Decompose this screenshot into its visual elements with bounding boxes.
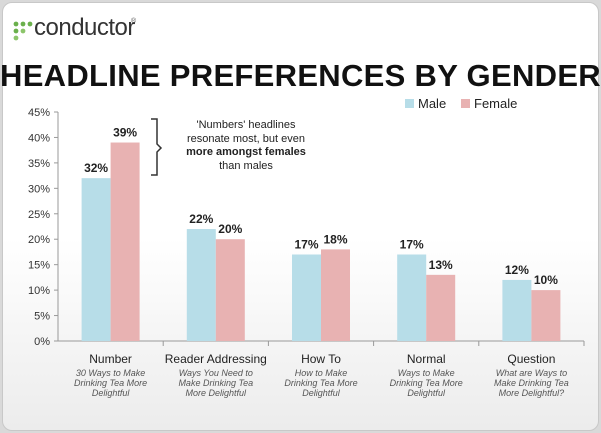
bar-male xyxy=(186,229,216,341)
legend-swatch-male xyxy=(405,99,414,108)
legend-item-female: Female xyxy=(461,96,517,111)
category-example-line: Delightful xyxy=(92,388,131,398)
data-label: 39% xyxy=(113,126,137,140)
category-example-line: Make Drinking Tea xyxy=(494,378,569,388)
category-example-line: Drinking Tea More xyxy=(284,378,357,388)
category-example-line: Delightful xyxy=(407,388,446,398)
brand-name: conductor xyxy=(34,14,135,41)
bar-female xyxy=(426,274,456,341)
y-tick-label: 25% xyxy=(28,209,50,221)
data-label: 10% xyxy=(534,273,558,287)
category-example-line: Drinking Tea More xyxy=(390,378,463,388)
category-example-line: More Delightful xyxy=(186,388,248,398)
bar-male xyxy=(397,254,427,341)
category-example-line: What are Ways to xyxy=(496,368,567,378)
annotation-part1: 'Numbers' headlines resonate most, but e… xyxy=(186,119,305,145)
category-example-line: Make Drinking Tea xyxy=(178,378,253,388)
bar-female xyxy=(215,239,245,341)
annotation-bold: more amongst females xyxy=(186,146,306,158)
legend-label-male: Male xyxy=(418,96,447,111)
legend-item-male: Male xyxy=(405,96,446,111)
bar-male xyxy=(292,254,321,341)
category-example-line: More Delightful? xyxy=(499,388,565,398)
data-label: 13% xyxy=(429,258,453,272)
bar-male xyxy=(81,178,111,341)
category-label: Reader Addressing xyxy=(165,352,267,366)
data-label: 17% xyxy=(294,237,318,251)
data-label: 20% xyxy=(218,222,242,236)
category-example-line: Delightful xyxy=(302,388,341,398)
category-example-line: Ways You Need to xyxy=(179,368,253,378)
data-label: 17% xyxy=(400,237,424,251)
category-example-line: 30 Ways to Make xyxy=(76,368,145,378)
y-tick-label: 35% xyxy=(28,158,50,170)
category-example-line: Ways to Make xyxy=(398,368,455,378)
bar-female xyxy=(531,290,561,341)
y-tick-label: 20% xyxy=(28,234,50,246)
y-tick-label: 10% xyxy=(28,285,50,297)
annotation-text: 'Numbers' headlines resonate most, but e… xyxy=(176,119,316,173)
annotation-bracket xyxy=(151,118,163,176)
bar-male xyxy=(502,279,532,341)
y-tick-label: 45% xyxy=(28,107,50,119)
bar-female xyxy=(110,142,140,341)
y-tick-label: 30% xyxy=(28,183,50,195)
category-label: Question xyxy=(507,352,555,366)
category-label: Number xyxy=(89,352,132,366)
category-example-line: How to Make xyxy=(295,368,348,378)
y-tick-label: 0% xyxy=(34,336,50,348)
legend-label-female: Female xyxy=(474,96,518,111)
data-label: 18% xyxy=(323,232,347,246)
category-example-line: Drinking Tea More xyxy=(74,378,147,388)
y-tick-label: 15% xyxy=(28,260,50,272)
conductor-logo-icon xyxy=(13,21,33,41)
chart-title: HEADLINE PREFERENCES BY GENDER xyxy=(0,58,601,93)
data-label: 22% xyxy=(189,212,213,226)
annotation-part2: than males xyxy=(219,159,273,172)
brand-reg-mark: ® xyxy=(131,18,137,25)
category-label: How To xyxy=(301,352,341,366)
data-label: 32% xyxy=(84,161,108,175)
data-label: 12% xyxy=(505,263,529,277)
bar-female xyxy=(321,249,350,341)
y-tick-label: 5% xyxy=(34,311,50,323)
y-tick-label: 40% xyxy=(28,132,50,144)
category-label: Normal xyxy=(407,352,446,366)
legend-swatch-female xyxy=(461,99,470,108)
